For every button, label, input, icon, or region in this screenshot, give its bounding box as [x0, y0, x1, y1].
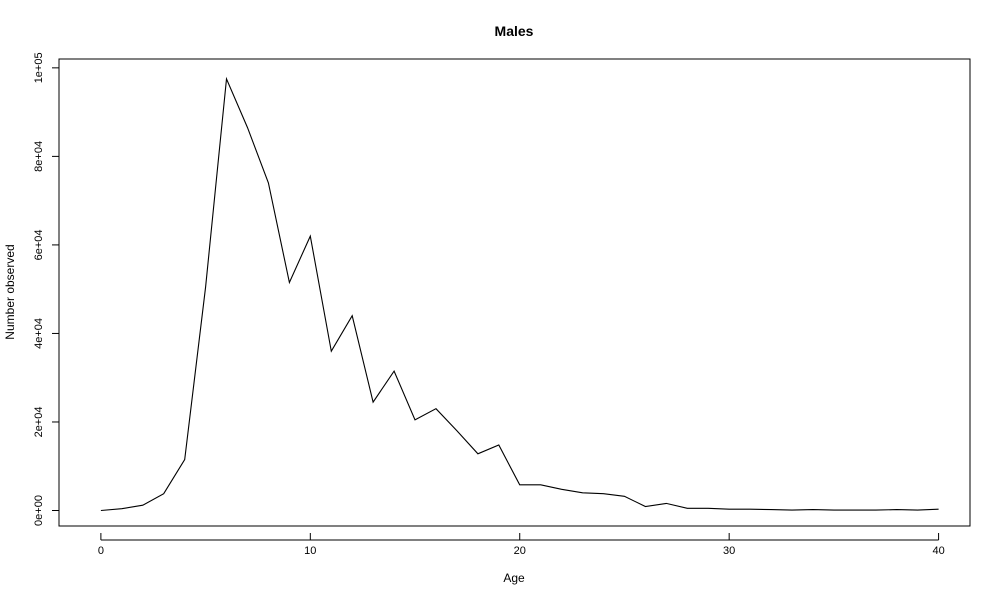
y-tick-label: 2e+04 — [33, 407, 45, 438]
y-tick-label: 1e+05 — [33, 52, 45, 83]
x-tick-label: 40 — [932, 545, 944, 557]
series-layer — [100, 76, 939, 512]
x-axis-label: Age — [503, 571, 525, 585]
x-tick-label: 30 — [723, 545, 735, 557]
x-tick-label: 20 — [514, 545, 526, 557]
x-tick-label: 10 — [304, 545, 316, 557]
y-tick-label: 4e+04 — [33, 318, 45, 349]
chart-title: Males — [495, 23, 534, 39]
plot-area — [58, 58, 971, 527]
y-tick-label: 0e+00 — [33, 495, 45, 526]
y-tick-label: 6e+04 — [33, 229, 45, 260]
y-axis: 0e+00 2e+04 4e+04 6e+04 8e+04 1e+05 — [33, 52, 60, 526]
x-axis: 0 10 20 30 40 — [98, 533, 945, 557]
y-axis-label: Number observed — [3, 244, 17, 339]
series-line — [100, 76, 939, 512]
y-tick-label: 8e+04 — [33, 141, 45, 172]
x-tick-label: 0 — [98, 545, 104, 557]
